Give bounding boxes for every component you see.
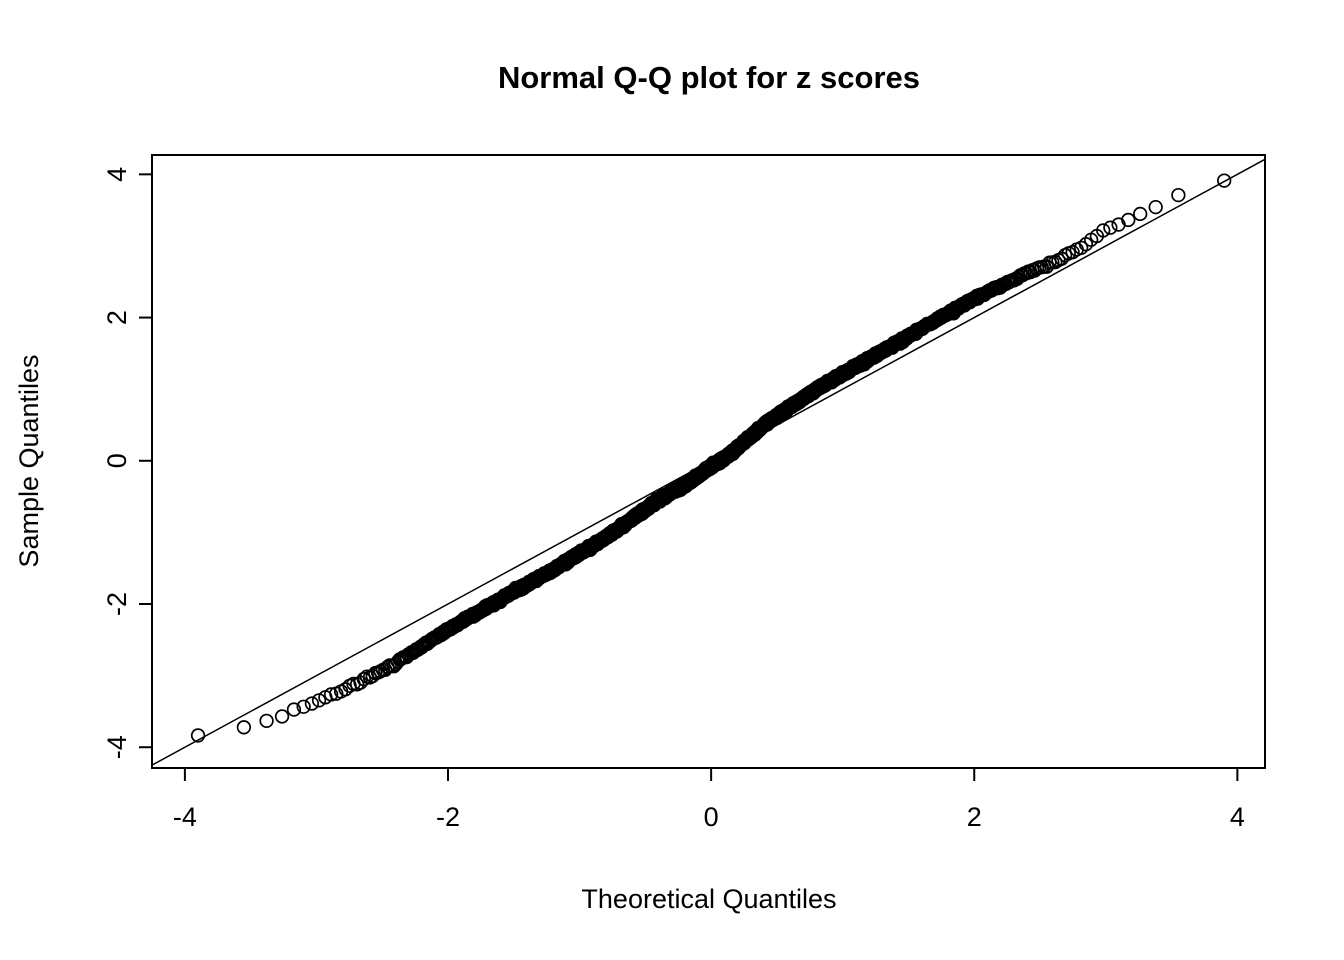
y-tick-label: 0 [102, 453, 132, 468]
y-axis-label: Sample Quantiles [14, 354, 44, 567]
x-tick-label: 2 [967, 802, 982, 832]
qq-point [356, 671, 371, 687]
qq-point [1171, 187, 1186, 203]
qq-point [296, 699, 311, 714]
y-tick-label: -2 [102, 592, 132, 616]
y-axis-ticks: -4 -2 0 2 4 [102, 167, 152, 759]
y-tick-label: 2 [102, 310, 132, 325]
qq-point [323, 687, 339, 702]
qq-point [1133, 206, 1148, 222]
x-tick-label: 0 [704, 802, 719, 832]
x-tick-label: -4 [173, 802, 197, 832]
qq-point [259, 713, 274, 728]
x-tick-label: -2 [436, 802, 460, 832]
qq-point [1096, 223, 1111, 238]
x-tick-label: 4 [1230, 802, 1245, 832]
qq-point [304, 696, 320, 711]
qq-point [1148, 199, 1163, 215]
y-tick-label: -4 [102, 735, 132, 759]
x-axis-ticks: -4 -2 0 2 4 [173, 768, 1245, 832]
x-axis-label: Theoretical Quantiles [581, 884, 836, 914]
qq-point [286, 702, 302, 717]
qq-point [190, 728, 206, 743]
qq-point [1217, 173, 1232, 188]
reference-line [151, 158, 1266, 766]
qq-point [236, 720, 252, 735]
qq-point [1121, 212, 1136, 228]
qq-points [190, 173, 1232, 743]
qq-point [274, 709, 290, 724]
y-tick-label: 4 [102, 167, 132, 182]
chart-title: Normal Q-Q plot for z scores [498, 60, 920, 95]
qq-point [1103, 220, 1118, 235]
